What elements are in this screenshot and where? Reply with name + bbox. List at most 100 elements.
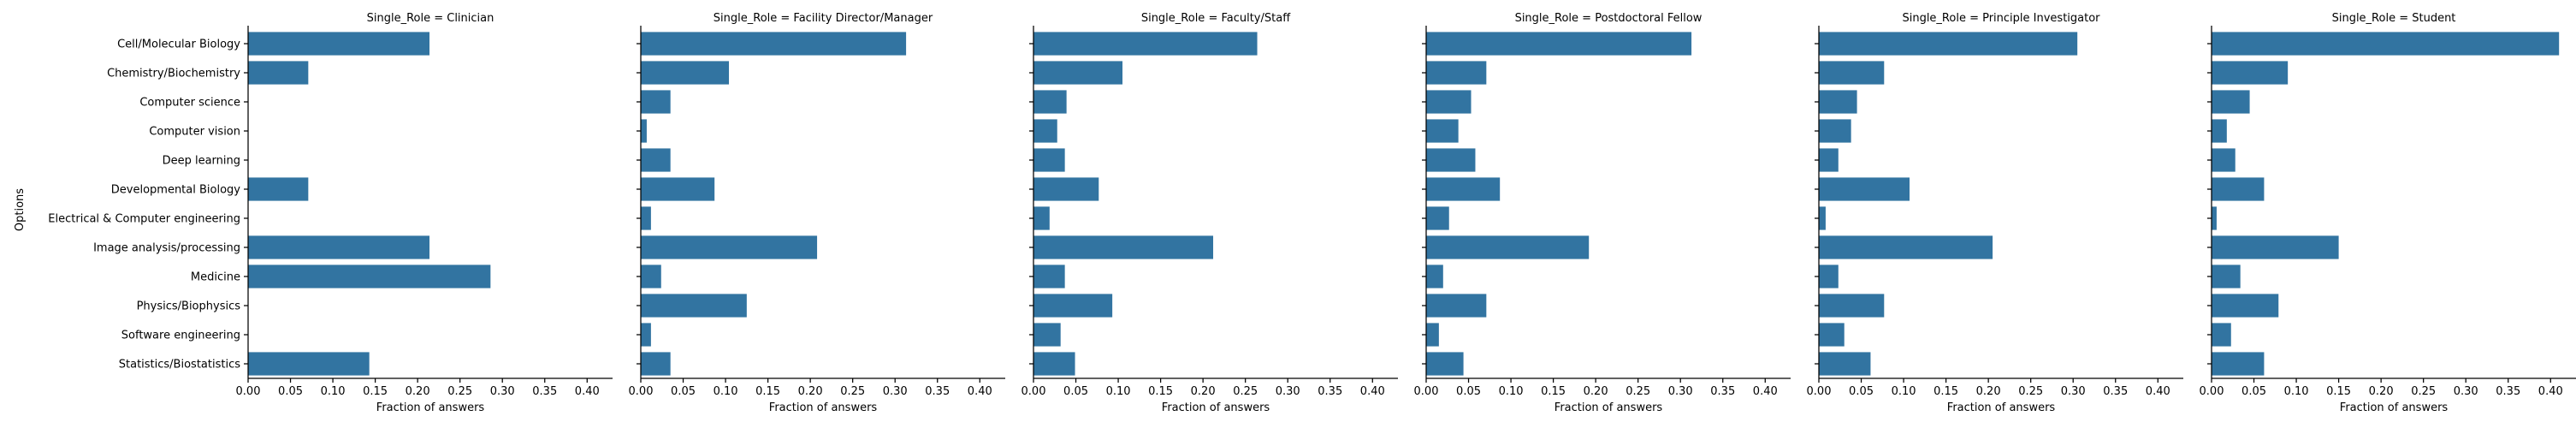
x-tick-label: 0.30 bbox=[2061, 385, 2086, 398]
y-tick-label: Computer vision bbox=[149, 126, 240, 139]
y-tick-label: Cell/Molecular Biology bbox=[117, 39, 240, 51]
bar-5-6 bbox=[1819, 177, 1910, 201]
bar-1-2 bbox=[248, 61, 309, 85]
bar-4-6 bbox=[1426, 177, 1501, 201]
x-tick-label: 0.35 bbox=[2496, 385, 2520, 398]
x-tick-label: 0.20 bbox=[406, 385, 430, 398]
y-tick-label: Electrical & Computer engineering bbox=[48, 213, 240, 226]
x-tick-label: 0.25 bbox=[840, 385, 865, 398]
bar-2-10 bbox=[641, 294, 747, 318]
bar-6-3 bbox=[2212, 90, 2250, 114]
x-tick-label: 0.10 bbox=[1892, 385, 1916, 398]
panel-title: Single_Role = Clinician bbox=[367, 12, 494, 25]
bar-5-12 bbox=[1819, 352, 1871, 376]
y-tick-label: Image analysis/processing bbox=[93, 242, 240, 255]
x-tick-label: 0.15 bbox=[1148, 385, 1173, 398]
bar-3-2 bbox=[1033, 61, 1123, 85]
bar-3-7 bbox=[1033, 206, 1050, 230]
bar-2-8 bbox=[641, 235, 818, 259]
x-tick-label: 0.40 bbox=[2146, 385, 2170, 398]
bar-6-7 bbox=[2212, 206, 2217, 230]
x-tick-label: 0.40 bbox=[2538, 385, 2563, 398]
y-axis-label: Options bbox=[14, 188, 27, 231]
x-tick-label: 0.30 bbox=[2454, 385, 2478, 398]
x-tick-label: 0.25 bbox=[1626, 385, 1650, 398]
x-tick-label: 0.05 bbox=[278, 385, 303, 398]
x-tick-label: 0.00 bbox=[1414, 385, 1439, 398]
x-tick-label: 0.40 bbox=[1753, 385, 1778, 398]
y-tick-label: Computer science bbox=[139, 97, 240, 110]
bar-1-12 bbox=[248, 352, 370, 376]
x-tick-label: 0.05 bbox=[1456, 385, 1481, 398]
bar-3-11 bbox=[1033, 323, 1061, 347]
x-tick-label: 0.25 bbox=[2018, 385, 2043, 398]
x-tick-label: 0.20 bbox=[1976, 385, 2001, 398]
bar-4-7 bbox=[1426, 206, 1449, 230]
bar-3-5 bbox=[1033, 148, 1065, 172]
x-tick-label: 0.15 bbox=[363, 385, 388, 398]
bar-5-4 bbox=[1819, 119, 1851, 143]
x-tick-label: 0.25 bbox=[447, 385, 472, 398]
bar-4-10 bbox=[1426, 294, 1487, 318]
x-tick-label: 0.30 bbox=[490, 385, 515, 398]
bar-2-9 bbox=[641, 265, 661, 288]
facet-panel-2: Single_Role = Facility Director/Manager 0… bbox=[629, 12, 1005, 414]
x-tick-label: 0.10 bbox=[1499, 385, 1524, 398]
bar-4-8 bbox=[1426, 235, 1590, 259]
x-tick-label: 0.00 bbox=[2200, 385, 2224, 398]
x-tick-label: 0.15 bbox=[2326, 385, 2351, 398]
x-tick-label: 0.10 bbox=[1106, 385, 1131, 398]
x-tick-label: 0.35 bbox=[925, 385, 950, 398]
x-tick-label: 0.15 bbox=[755, 385, 780, 398]
x-tick-label: 0.30 bbox=[1276, 385, 1300, 398]
bar-2-4 bbox=[641, 119, 647, 143]
bar-2-1 bbox=[641, 32, 907, 56]
x-tick-label: 0.40 bbox=[575, 385, 600, 398]
x-tick-label: 0.20 bbox=[1584, 385, 1608, 398]
bar-1-6 bbox=[248, 177, 309, 201]
x-axis-label: Fraction of answers bbox=[2340, 401, 2449, 414]
x-tick-label: 0.30 bbox=[883, 385, 908, 398]
y-tick-label: Statistics/Biostatistics bbox=[119, 359, 240, 372]
bar-3-4 bbox=[1033, 119, 1057, 143]
x-tick-label: 0.35 bbox=[1710, 385, 1735, 398]
panel-title: Single_Role = Principle Investigator bbox=[1902, 12, 2100, 25]
x-tick-label: 0.35 bbox=[1318, 385, 1342, 398]
bar-3-1 bbox=[1033, 32, 1258, 56]
bar-3-9 bbox=[1033, 265, 1065, 288]
bar-4-12 bbox=[1426, 352, 1464, 376]
x-tick-label: 0.40 bbox=[968, 385, 992, 398]
bar-6-5 bbox=[2212, 148, 2235, 172]
x-tick-label: 0.30 bbox=[1668, 385, 1693, 398]
x-axis-label: Fraction of answers bbox=[1554, 401, 1663, 414]
x-tick-label: 0.35 bbox=[2103, 385, 2128, 398]
y-tick-label: Medicine bbox=[191, 271, 240, 284]
bar-6-1 bbox=[2212, 32, 2560, 56]
bar-2-12 bbox=[641, 352, 671, 376]
bar-6-10 bbox=[2212, 294, 2279, 318]
facet-panel-5: Single_Role = Principle Investigator 0.00… bbox=[1807, 12, 2183, 414]
x-tick-label: 0.15 bbox=[1541, 385, 1566, 398]
bar-3-6 bbox=[1033, 177, 1099, 201]
panel-title: Single_Role = Postdoctoral Fellow bbox=[1515, 12, 1703, 25]
x-tick-label: 0.20 bbox=[798, 385, 823, 398]
panel-title: Single_Role = Faculty/Staff bbox=[1141, 12, 1291, 25]
bar-4-2 bbox=[1426, 61, 1487, 85]
x-tick-label: 0.35 bbox=[532, 385, 557, 398]
y-tick-label: Deep learning bbox=[163, 155, 240, 168]
bar-3-12 bbox=[1033, 352, 1075, 376]
bar-2-5 bbox=[641, 148, 671, 172]
x-tick-label: 0.20 bbox=[2369, 385, 2394, 398]
facet-panel-3: Single_Role = Faculty/Staff 0.00 0.05 0.10 0… bbox=[1022, 12, 1398, 414]
x-tick-label: 0.25 bbox=[2411, 385, 2436, 398]
bar-4-9 bbox=[1426, 265, 1443, 288]
x-tick-label: 0.05 bbox=[2241, 385, 2266, 398]
x-tick-label: 0.00 bbox=[236, 385, 261, 398]
bar-5-2 bbox=[1819, 61, 1885, 85]
x-axis-label: Fraction of answers bbox=[769, 401, 878, 414]
bar-6-11 bbox=[2212, 323, 2231, 347]
panel-title: Single_Role = Student bbox=[2332, 12, 2456, 25]
bar-2-7 bbox=[641, 206, 651, 230]
x-tick-label: 0.05 bbox=[1849, 385, 1874, 398]
